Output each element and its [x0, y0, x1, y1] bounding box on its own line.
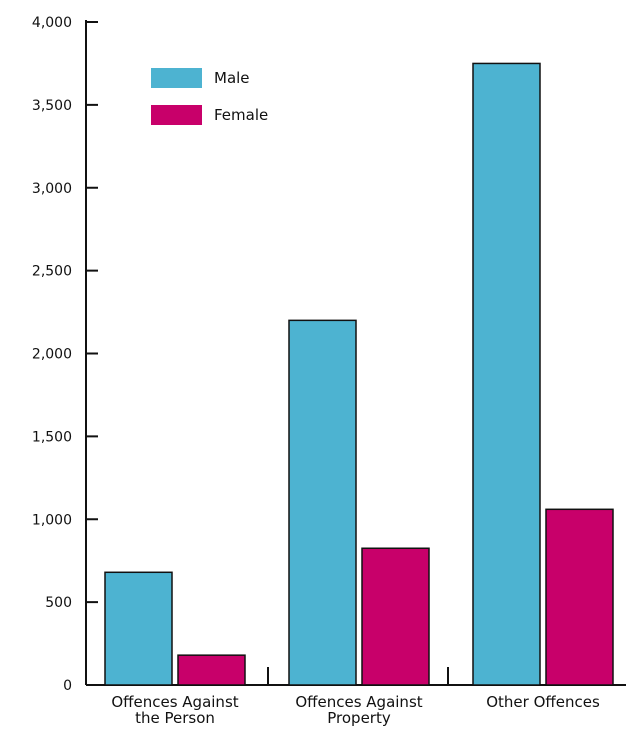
bar-male	[288, 319, 357, 686]
x-category-label: Property	[327, 709, 391, 727]
y-tick-label: 4,000	[32, 15, 72, 31]
legend-label-male: Male	[214, 69, 250, 87]
x-category-label: Other Offences	[486, 693, 600, 711]
x-category-label: Offences Against	[295, 693, 422, 711]
legend-label-female: Female	[214, 106, 268, 124]
y-tick-label: 2,000	[32, 347, 72, 363]
y-tick-label: 500	[45, 595, 72, 611]
y-tick-label: 2,500	[32, 264, 72, 280]
y-tick-label: 0	[63, 678, 72, 694]
legend-swatch-male	[151, 68, 202, 88]
bar-female	[177, 654, 246, 686]
x-category-label: Offences Against	[111, 693, 238, 711]
bar-male	[472, 62, 541, 686]
bar-female	[545, 508, 614, 686]
bar-female	[361, 547, 430, 686]
y-tick-label: 1,500	[32, 429, 72, 445]
axes: 0 500 1,000 1,500 2,000 2,500 3,000 3,500 4,000 O…	[32, 15, 626, 727]
legend-swatch-female	[151, 105, 202, 125]
y-tick-label: 3,000	[32, 181, 72, 197]
legend: Male Female	[151, 68, 268, 125]
bar-male	[104, 571, 173, 686]
y-tick-label: 1,000	[32, 512, 72, 528]
bars	[104, 62, 614, 686]
x-category-label: the Person	[135, 709, 215, 727]
y-tick-label: 3,500	[32, 98, 72, 114]
